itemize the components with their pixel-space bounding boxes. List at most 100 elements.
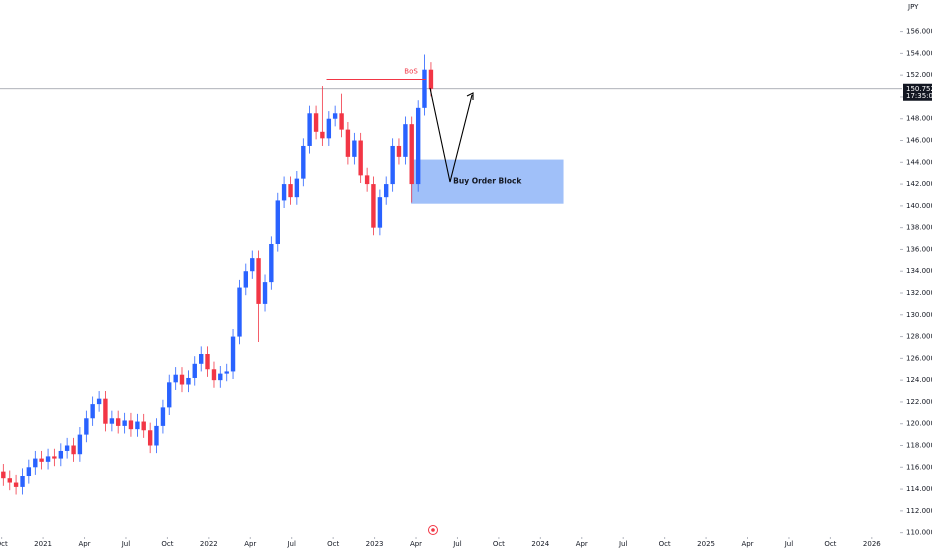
candle-body (313, 113, 319, 132)
x-tick-label: 2022 (200, 540, 218, 548)
candle-body (301, 145, 306, 179)
x-tick-label: Apr (576, 540, 588, 548)
candle-body (243, 271, 249, 288)
y-tick-label: 144.000 (906, 158, 932, 166)
candle-body (7, 478, 12, 483)
candle-body (262, 282, 268, 304)
candle-body (320, 131, 325, 139)
candle-body (64, 445, 70, 451)
x-tick-label: 2024 (531, 540, 549, 548)
candle-body (237, 287, 242, 337)
candle-body (230, 336, 236, 372)
candle-body (224, 371, 229, 374)
candle-body (364, 175, 370, 185)
candle-body (275, 200, 280, 244)
candle-body (154, 425, 159, 446)
candle-body (71, 445, 76, 455)
y-tick-label: 138.000 (906, 224, 932, 232)
candle-body (52, 456, 57, 459)
x-tick-label: Jul (452, 540, 462, 548)
y-tick-label: 140.000 (906, 202, 932, 210)
countdown-label: 17:35:04 (906, 92, 932, 100)
projection-arrow (429, 87, 473, 183)
y-tick-label: 154.000 (906, 49, 932, 57)
candle-body (377, 197, 383, 228)
candle-body (84, 418, 89, 435)
candle-body (167, 382, 172, 408)
x-tick-label: Apr (78, 540, 90, 548)
candle-body (90, 404, 95, 419)
y-tick-label: 134.000 (906, 267, 932, 275)
candle-body (199, 354, 204, 364)
y-tick-label: 124.000 (906, 376, 932, 384)
candle-body (96, 398, 102, 405)
last-price-label: 150.752 (906, 85, 932, 93)
x-tick-label: 2026 (863, 540, 881, 548)
y-tick-label: 142.000 (906, 180, 932, 188)
candle-body (173, 374, 178, 383)
candle-body (390, 145, 395, 185)
x-tick-label: Jul (121, 540, 131, 548)
x-tick-label: 2023 (366, 540, 384, 548)
y-tick-label: 146.000 (906, 137, 932, 145)
x-tick-label: Apr (741, 540, 753, 548)
candle-body (26, 467, 32, 477)
x-tick-label: Apr (244, 540, 256, 548)
x-tick-label: 2021 (34, 540, 52, 548)
candle-body (160, 407, 166, 426)
y-tick-label: 114.000 (906, 485, 932, 493)
candle-body (288, 184, 293, 198)
last-price-badge (903, 83, 932, 101)
candle-body (77, 434, 83, 455)
x-tick-label: Oct (0, 540, 8, 548)
candle-body (345, 129, 351, 157)
x-tick-label: 2025 (697, 540, 715, 548)
candle-body (339, 113, 344, 130)
y-tick-label: 112.000 (906, 507, 932, 515)
x-tick-label: Apr (410, 540, 422, 548)
candle-body (205, 354, 210, 370)
candle-body (371, 184, 376, 228)
bos-label: BoS (404, 68, 418, 76)
candle-body (39, 458, 44, 462)
candle-body (218, 373, 223, 381)
candle-body (128, 420, 134, 430)
candle-body (147, 430, 153, 446)
y-tick-label: 130.000 (906, 311, 932, 319)
candle-body (269, 243, 274, 283)
arrow-head (466, 92, 474, 100)
candle-body (409, 124, 414, 185)
candle-body (186, 377, 191, 385)
y-tick-label: 120.000 (906, 420, 932, 428)
candle-body (115, 418, 121, 426)
event-icon[interactable] (428, 525, 438, 535)
candle-body (352, 140, 357, 157)
x-tick-label: Jul (618, 540, 628, 548)
candle-body (109, 418, 115, 424)
candle-body (415, 107, 421, 185)
candle-body (428, 69, 434, 89)
candle-body (294, 178, 300, 198)
unit-label: JPY (907, 3, 919, 11)
y-tick-label: 148.000 (906, 115, 932, 123)
candle-body (281, 184, 287, 201)
x-tick-label: Oct (824, 540, 836, 548)
x-tick-label: Oct (327, 540, 339, 548)
candle-body (332, 113, 338, 119)
candle-body (422, 69, 427, 108)
candle-body (33, 458, 38, 468)
candle-body (396, 145, 402, 157)
x-tick-label: Jul (784, 540, 794, 548)
y-tick-label: 128.000 (906, 333, 932, 341)
candle-body (383, 184, 389, 198)
candle-body (103, 398, 108, 424)
candle-body (358, 140, 363, 176)
candle-body (135, 421, 140, 430)
candle-body (256, 258, 261, 304)
candle-body (45, 456, 51, 462)
y-tick-label: 152.000 (906, 71, 932, 79)
y-tick-label: 110.000 (906, 529, 932, 537)
candle-body (250, 258, 255, 272)
x-tick-label: Oct (161, 540, 173, 548)
